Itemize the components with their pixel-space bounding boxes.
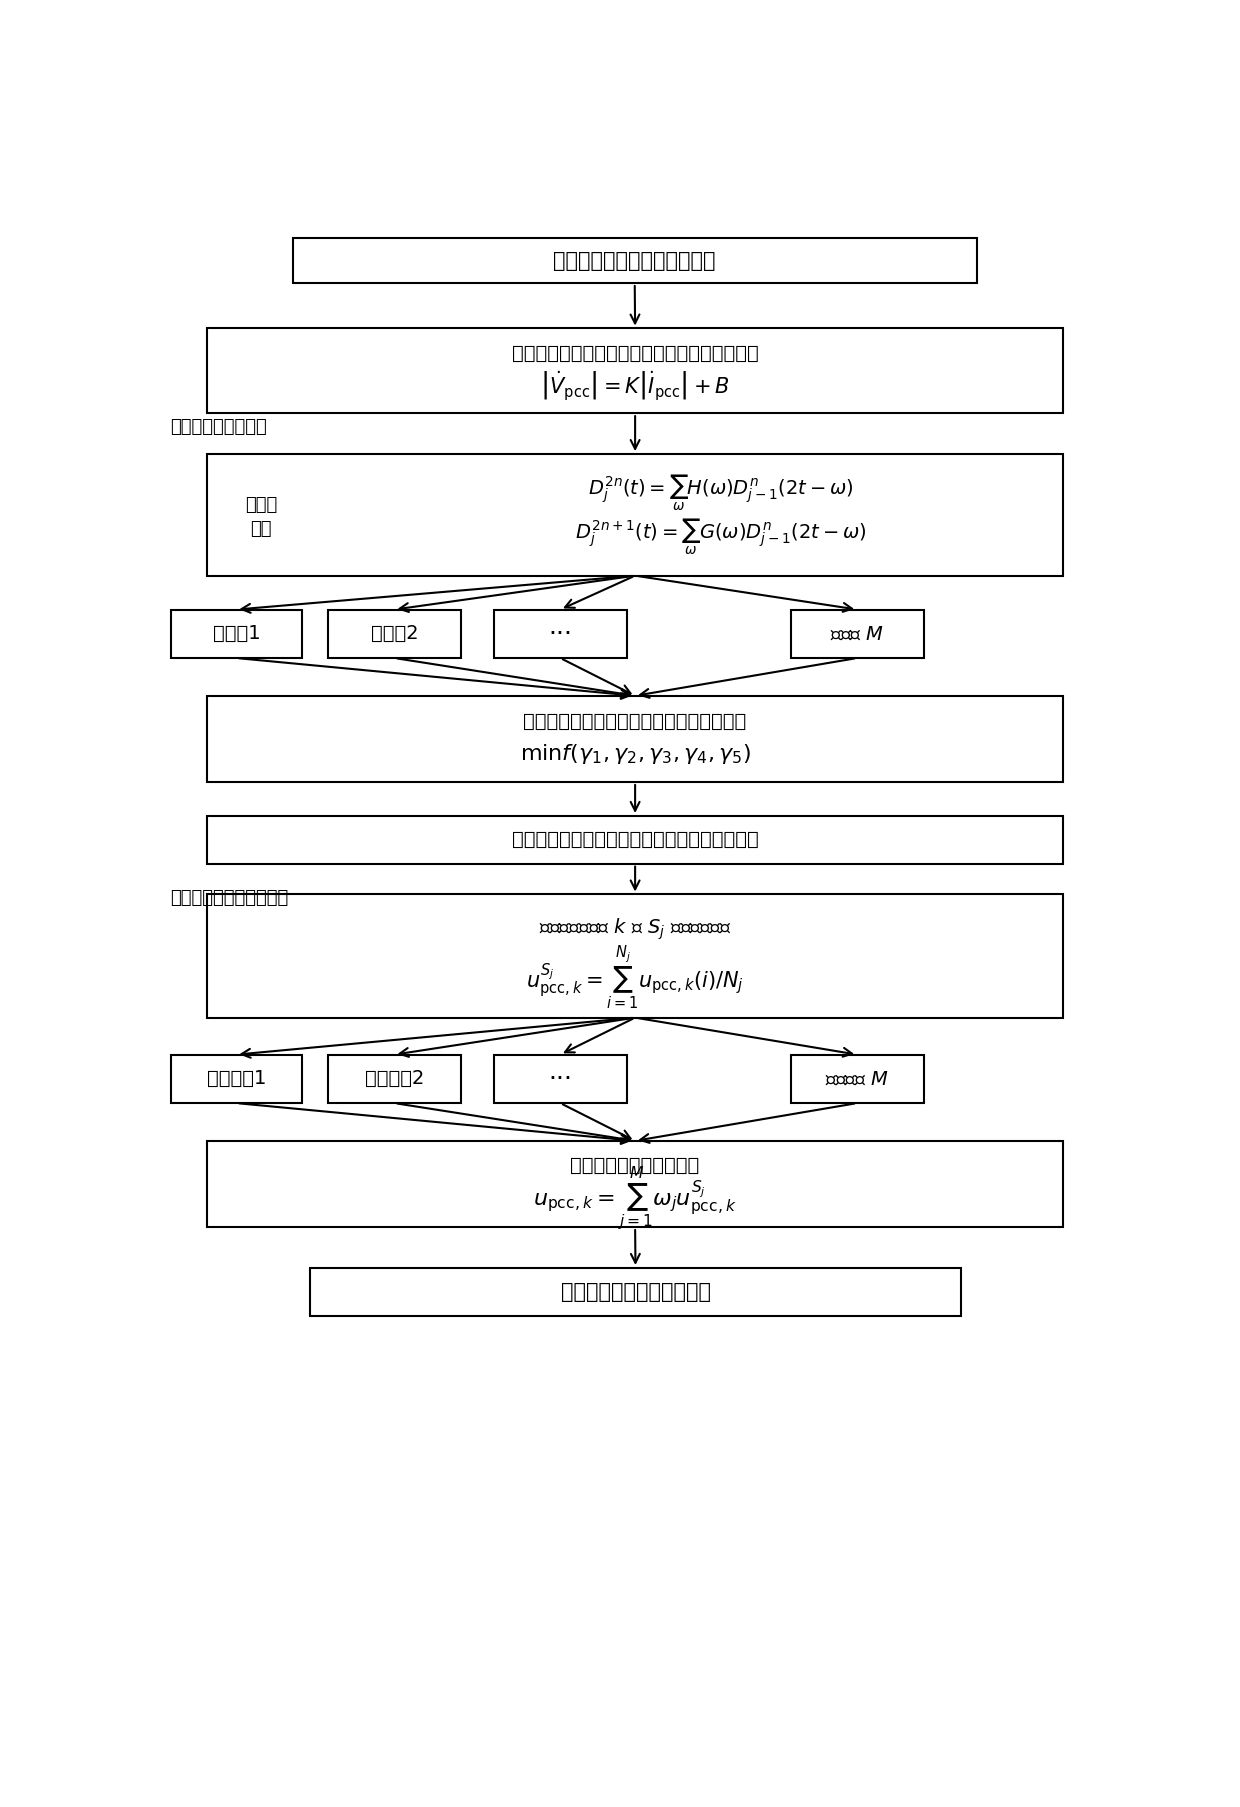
Bar	[207, 329, 1063, 414]
Bar	[327, 609, 461, 658]
Text: 采用序列二次规划法求解分段有界约束优化模型: 采用序列二次规划法求解分段有界约束优化模型	[512, 829, 759, 849]
Text: 变换: 变换	[250, 520, 272, 538]
Text: 谐波贡献2: 谐波贡献2	[365, 1070, 424, 1088]
Text: 背景谐波阻抗粗估值: 背景谐波阻抗粗估值	[171, 417, 268, 435]
Bar	[791, 1055, 924, 1102]
Bar	[207, 817, 1063, 864]
Text: $D_j^{2n+1}(t)=\sum_{\omega}G(\omega)D_{j-1}^{n}(2t-\omega)$: $D_j^{2n+1}(t)=\sum_{\omega}G(\omega)D_{…	[575, 517, 867, 557]
Bar	[791, 609, 924, 658]
Text: $\min f\left(\gamma_1,\gamma_2,\gamma_3,\gamma_4,\gamma_5\right)$: $\min f\left(\gamma_1,\gamma_2,\gamma_3,…	[520, 743, 750, 766]
Text: ···: ···	[548, 1066, 573, 1091]
Bar	[310, 1269, 961, 1315]
Bar	[171, 1055, 303, 1102]
Bar	[171, 609, 303, 658]
Text: $D_j^{2n}(t)=\sum_{\omega}H(\omega)D_{j-1}^{n}(2t-\omega)$: $D_j^{2n}(t)=\sum_{\omega}H(\omega)D_{j-…	[588, 473, 853, 513]
Text: 谐波电压、电流测量和预处理: 谐波电压、电流测量和预处理	[553, 251, 715, 271]
Text: 计算谐波源负荷 $k$ 第 $S_j$ 段的谐波贡献: 计算谐波源负荷 $k$ 第 $S_j$ 段的谐波贡献	[539, 916, 732, 941]
Text: 各谐波源负荷的总谐波贡献: 各谐波源负荷的总谐波贡献	[560, 1281, 711, 1301]
Bar	[207, 696, 1063, 782]
Bar	[207, 454, 1063, 576]
Text: $u_{{\rm pcc},k}^{S_j}=\sum_{i=1}^{N_j}u_{{\rm pcc},k}(i)/N_j$: $u_{{\rm pcc},k}^{S_j}=\sum_{i=1}^{N_j}u…	[526, 945, 744, 1012]
Text: 谐波贡献 $M$: 谐波贡献 $M$	[825, 1070, 889, 1088]
Text: 数据段2: 数据段2	[371, 623, 418, 643]
Text: $u_{{\rm pcc},k}=\sum_{j=1}^{M}\omega_j u_{{\rm pcc},k}^{S_j}$: $u_{{\rm pcc},k}=\sum_{j=1}^{M}\omega_j …	[533, 1166, 737, 1232]
Text: 建立谐波贡献评估的分段有界约束优化模型: 建立谐波贡献评估的分段有界约束优化模型	[523, 712, 746, 732]
Text: 谐波贡献1: 谐波贡献1	[207, 1070, 267, 1088]
Text: 采用最小二乘线性回归计算背景谐波阻抗粗估值: 采用最小二乘线性回归计算背景谐波阻抗粗估值	[512, 345, 759, 363]
Bar	[494, 1055, 627, 1102]
Text: 根据数据段长度加权求和: 根据数据段长度加权求和	[570, 1155, 699, 1175]
Text: 各采样点的瞬时谐波贡献: 各采样点的瞬时谐波贡献	[171, 889, 289, 907]
Bar	[207, 894, 1063, 1017]
Text: 数据段1: 数据段1	[212, 623, 260, 643]
Bar	[327, 1055, 461, 1102]
Bar	[207, 1140, 1063, 1227]
Text: ···: ···	[548, 622, 573, 645]
Text: 小波包: 小波包	[246, 497, 278, 515]
Text: 数据段 $M$: 数据段 $M$	[830, 623, 884, 643]
Text: $\left|\dot{V}_{\rm pcc}\right|=K\left|\dot{I}_{\rm pcc}\right|+B$: $\left|\dot{V}_{\rm pcc}\right|=K\left|\…	[541, 369, 730, 403]
Bar	[494, 609, 627, 658]
Bar	[293, 239, 977, 284]
